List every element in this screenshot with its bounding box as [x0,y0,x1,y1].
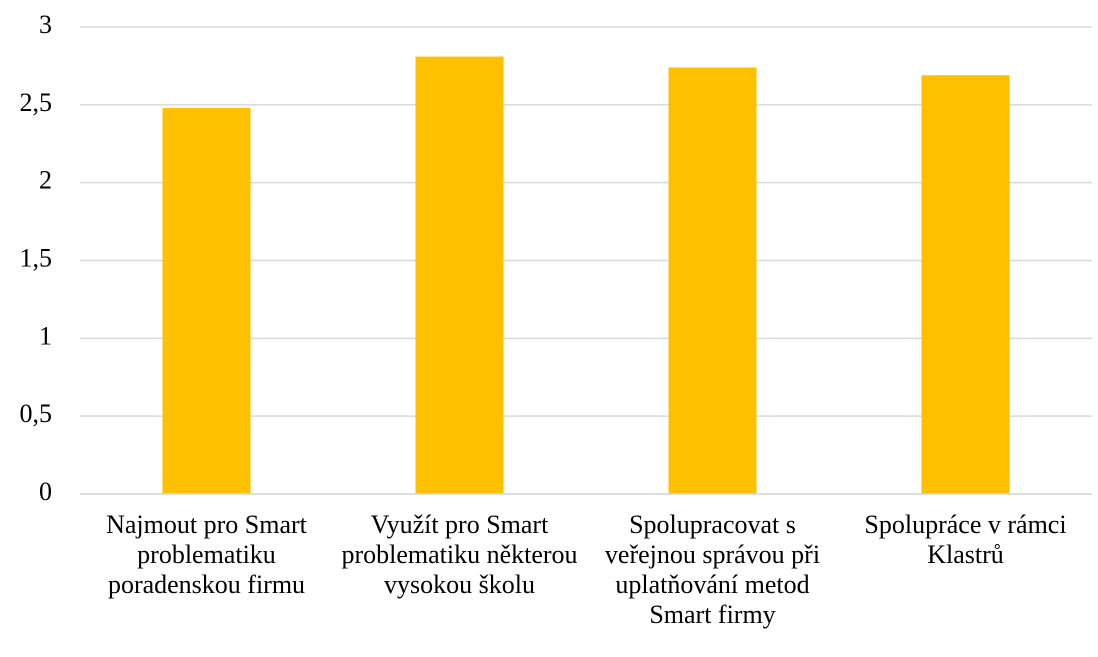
y-tick-label: 2 [39,166,52,195]
y-tick-label: 1,5 [20,243,53,272]
x-tick-label: Spolupráce v rámci Klastrů [864,510,1067,569]
y-tick-label: 0 [39,477,52,506]
y-tick-label: 3 [39,10,52,39]
y-tick-label: 0,5 [20,399,53,428]
bar [415,56,504,495]
x-tick-label: Najmout pro Smart problematiku poradensk… [106,510,307,599]
y-tick-label: 2,5 [20,88,53,117]
bar [162,107,251,495]
bar [668,67,757,495]
bar [921,75,1010,495]
x-tick-label: Využít pro Smart problematiku některou v… [341,510,578,599]
y-tick-label: 1 [39,321,52,350]
x-tick-label: Spolupracovat s veřejnou správou při upl… [604,510,821,629]
